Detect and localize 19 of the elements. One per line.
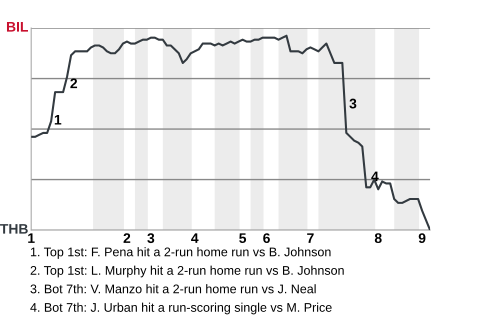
x-tick-label: 6: [263, 233, 270, 244]
annotation: 2: [70, 78, 78, 88]
x-tick-label: 3: [147, 233, 154, 244]
text: 1. Top 1st: F. Pena hit a 2-run home run vs B. Johnson: [30, 247, 331, 259]
x-tick-label: 1: [28, 233, 35, 243]
annotation: 1: [54, 114, 62, 125]
x-tick-label: 5: [239, 233, 246, 244]
annotation: 3: [349, 98, 356, 109]
text: 4. Bot 7th: J. Urban hit a run-scoring single vs M. Price: [30, 302, 332, 314]
annotation: 4: [371, 172, 379, 182]
text: BIL: [6, 22, 28, 32]
x-tick-label: 9: [418, 233, 426, 244]
x-tick-label: 8: [374, 233, 382, 244]
text: 2. Top 1st: L. Murphy hit a 2-run home run vs B. Johnson: [30, 266, 344, 278]
x-tick-label: 4: [191, 233, 199, 243]
x-tick-label: 7: [307, 233, 314, 243]
x-tick-label: 2: [124, 233, 130, 243]
text: 3. Bot 7th: V. Manzo hit a 2-run home run vs J. Neal: [30, 284, 316, 294]
text: THB: [0, 224, 28, 234]
